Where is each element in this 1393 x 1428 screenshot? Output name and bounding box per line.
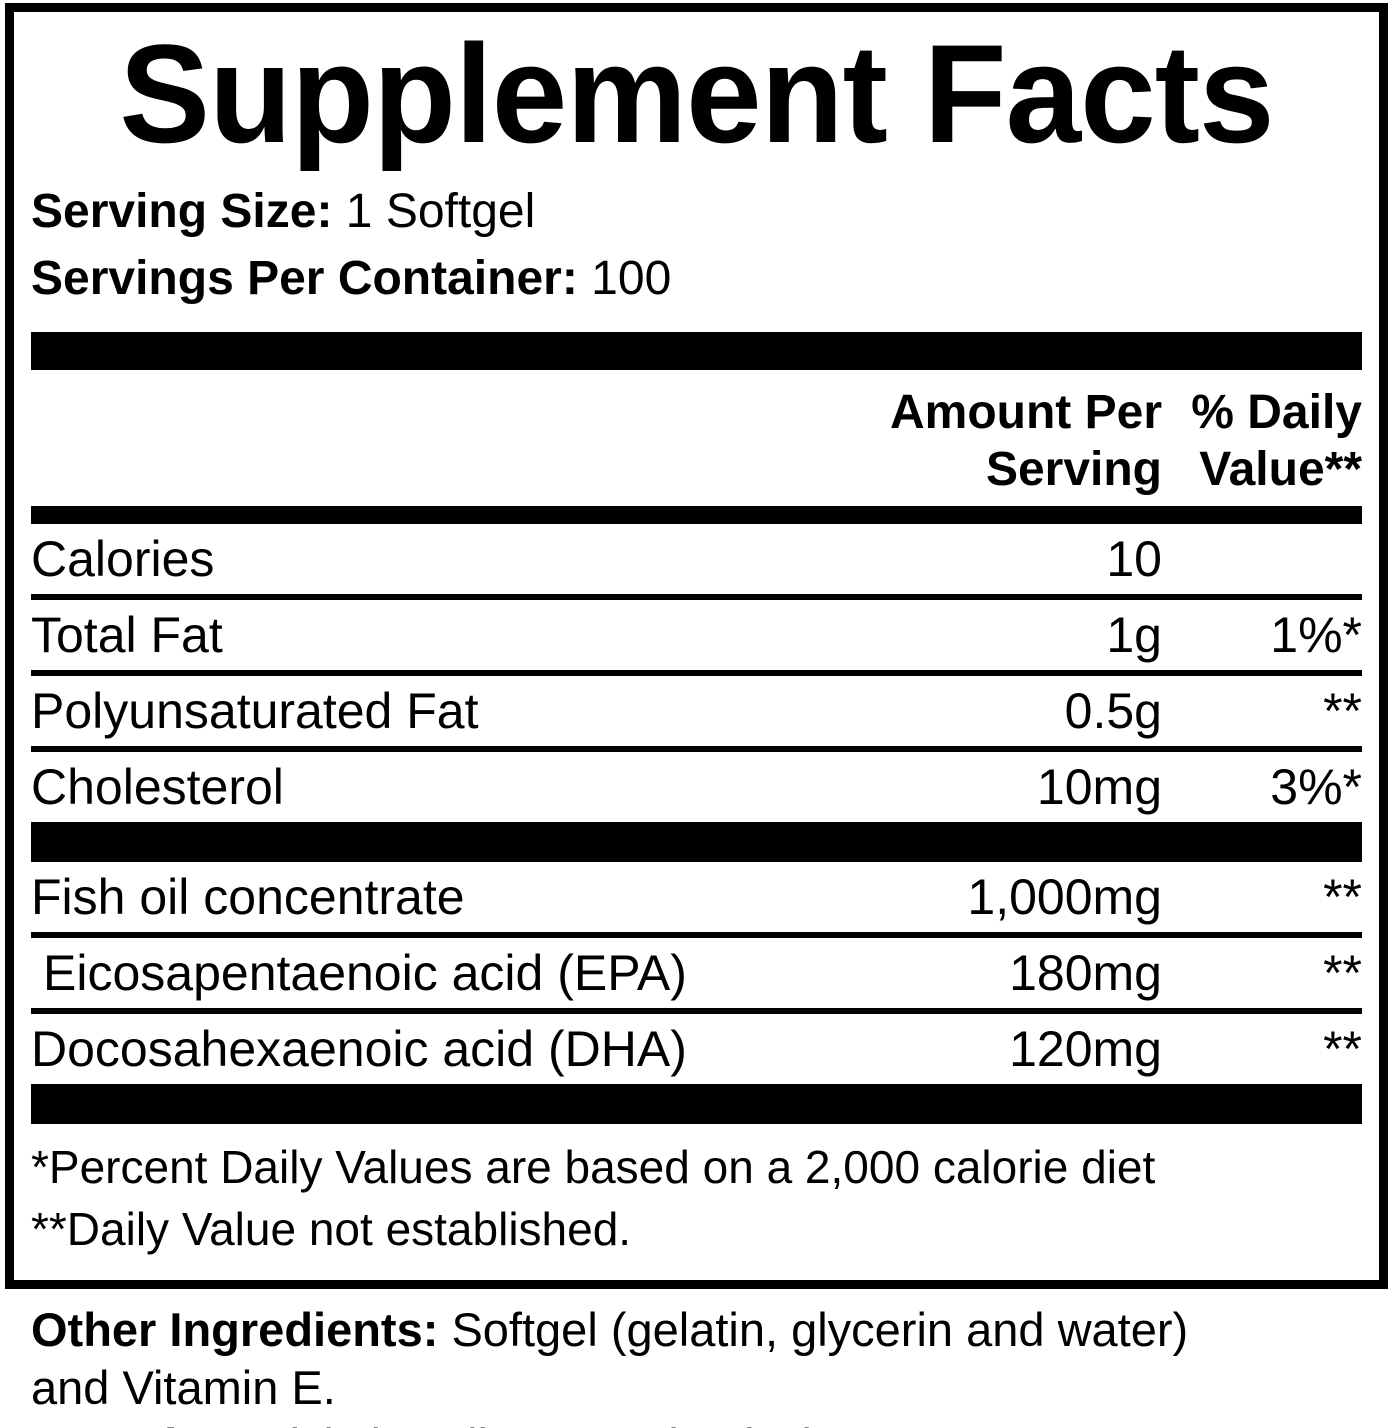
servings-per-container-label: Servings Per Container:	[31, 252, 578, 305]
nutrient-row: Polyunsaturated Fat 0.5g **	[31, 676, 1362, 746]
nutrient-amount: 0.5g	[1064, 683, 1162, 739]
nutrient-daily-value: **	[1323, 683, 1362, 739]
daily-value-header: % Daily Value**	[1162, 384, 1362, 498]
nutrient-name: Eicosapentaenoic acid (EPA)	[43, 945, 687, 1001]
serving-size-value: 1 Softgel	[345, 185, 536, 238]
nutrient-amount: 10mg	[1036, 759, 1162, 815]
row-rule	[31, 1008, 1362, 1014]
contains-line: Contains: Fish (Sardines, Anchovies)	[31, 1417, 1393, 1428]
serving-size-line: Serving Size: 1 Softgel	[31, 178, 1362, 245]
dv-header-line1: % Daily	[1191, 386, 1362, 439]
other-ingredients-line: Other Ingredients: Softgel (gelatin, gly…	[31, 1301, 1393, 1359]
nutrient-daily-value	[1162, 524, 1362, 594]
row-rule	[31, 932, 1362, 938]
nutrient-daily-value: **	[1323, 1021, 1362, 1077]
nutrient-amount: 180mg	[1009, 945, 1162, 1001]
nutrient-amount: 120mg	[1009, 1021, 1162, 1077]
row-rule	[31, 746, 1362, 752]
serving-size-label: Serving Size:	[31, 185, 333, 238]
bottom-info-value: Fish (Sardines, Anchovies)	[261, 1419, 820, 1428]
separator-bar-section	[31, 822, 1362, 862]
nutrient-name: Calories	[31, 531, 215, 587]
nutrient-row: Docosahexaenoic acid (DHA) 120mg **	[31, 1014, 1362, 1084]
bottom-info-value: Softgel (gelatin, glycerin and water)	[451, 1303, 1189, 1356]
nutrient-row: Fish oil concentrate 1,000mg **	[31, 862, 1362, 932]
footnote: *Percent Daily Values are based on a 2,0…	[31, 1141, 1156, 1193]
servings-per-container-line: Servings Per Container: 100	[31, 245, 1362, 312]
nutrient-amount: 1,000mg	[967, 869, 1162, 925]
nutrient-rows: Calories 10 Total Fat 1g 1%* Polyunsaturated …	[31, 524, 1362, 1124]
serving-block: Serving Size: 1 Softgel Servings Per Con…	[31, 178, 1362, 312]
separator-bar-header	[31, 506, 1362, 524]
nutrient-row: Total Fat 1g 1%*	[31, 600, 1362, 670]
separator-bar-bottom	[31, 1084, 1362, 1124]
bottom-info: Other Ingredients: Softgel (gelatin, gly…	[31, 1301, 1393, 1428]
nutrient-daily-value: **	[1323, 869, 1362, 925]
nutrient-daily-value: 3%*	[1270, 759, 1362, 815]
nutrient-name: Polyunsaturated Fat	[31, 683, 479, 739]
nutrient-row: Cholesterol 10mg 3%*	[31, 752, 1362, 822]
nutrient-name: Cholesterol	[31, 759, 284, 815]
bottom-info-label: Contains:	[31, 1419, 261, 1428]
amount-header-line1: Amount Per	[889, 386, 1162, 439]
nutrient-row: Calories 10	[31, 524, 1362, 594]
nutrient-amount: 1g	[1106, 607, 1162, 663]
nutrient-amount: 10	[1106, 531, 1162, 587]
amount-header-line2: Serving	[985, 443, 1162, 496]
bottom-info-label: Other Ingredients:	[31, 1303, 452, 1356]
nutrient-name: Fish oil concentrate	[31, 869, 465, 925]
servings-per-container-value: 100	[591, 252, 672, 305]
panel-title: Supplement Facts	[119, 15, 1274, 172]
amount-per-serving-header: Amount Per Serving	[832, 384, 1162, 498]
bottom-info-value: and Vitamin E.	[31, 1361, 336, 1414]
nutrient-row: Eicosapentaenoic acid (EPA) 180mg **	[31, 938, 1362, 1008]
separator-bar-top	[31, 332, 1362, 370]
footnotes: *Percent Daily Values are based on a 2,0…	[31, 1124, 1362, 1280]
nutrient-name: Total Fat	[31, 607, 223, 663]
dv-header-line2: Value**	[1199, 443, 1362, 496]
other-ingredients-line: and Vitamin E.	[31, 1359, 1393, 1417]
facts-panel: Supplement Facts Serving Size: 1 Softgel…	[5, 3, 1388, 1289]
nutrient-daily-value: 1%*	[1270, 607, 1362, 663]
row-rule	[31, 670, 1362, 676]
nutrient-daily-value: **	[1323, 945, 1362, 1001]
column-header-spacer	[31, 384, 832, 498]
row-rule	[31, 594, 1362, 600]
nutrient-name: Docosahexaenoic acid (DHA)	[31, 1021, 687, 1077]
column-header-row: Amount Per Serving % Daily Value**	[31, 370, 1362, 506]
footnote: **Daily Value not established.	[31, 1203, 632, 1255]
